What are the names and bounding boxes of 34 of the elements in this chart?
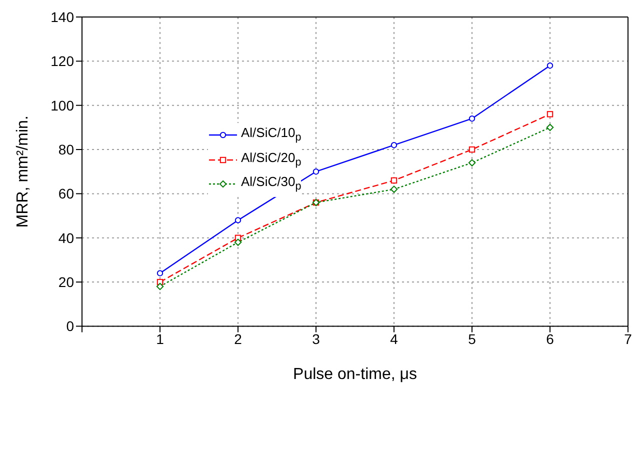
point <box>468 146 476 153</box>
point <box>546 111 554 118</box>
y-tick-label: 20 <box>58 274 74 290</box>
point <box>390 142 398 148</box>
legend-label: Al/SiC/30$_{p}$ <box>241 173 302 195</box>
y-tick-label: 40 <box>58 230 74 246</box>
x-tick-label: 4 <box>390 331 398 348</box>
x-tick-label: 6 <box>546 331 554 348</box>
y-tick-label: 0 <box>66 318 74 334</box>
point <box>546 124 554 132</box>
point <box>156 282 164 290</box>
legend-label: Al/SiC/20$_{p}$ <box>241 148 302 170</box>
point <box>390 177 398 184</box>
y-tick-label: 60 <box>58 186 74 202</box>
point <box>312 168 320 175</box>
y-tick-label: 120 <box>50 53 74 70</box>
x-tick-label: 2 <box>234 331 242 348</box>
x-tick-label: 5 <box>468 331 476 348</box>
y-axis-title: MRR, mm²/min. <box>14 116 32 228</box>
legend-label: Al/SiC/10$_{p}$ <box>241 124 302 146</box>
point <box>156 270 164 276</box>
x-tick-label: 3 <box>312 331 320 348</box>
x-axis-title: Pulse on-time, μs <box>293 366 417 384</box>
point <box>468 159 476 166</box>
point <box>234 238 242 246</box>
point <box>468 116 476 122</box>
y-tick-label: 100 <box>50 97 74 114</box>
y-tick-label: 80 <box>58 141 74 158</box>
x-tick-label: 1 <box>156 331 164 348</box>
y-tick-label: 140 <box>50 8 74 25</box>
point <box>546 62 554 69</box>
point <box>234 217 242 224</box>
point <box>390 186 398 193</box>
x-tick-label: 7 <box>624 331 632 348</box>
